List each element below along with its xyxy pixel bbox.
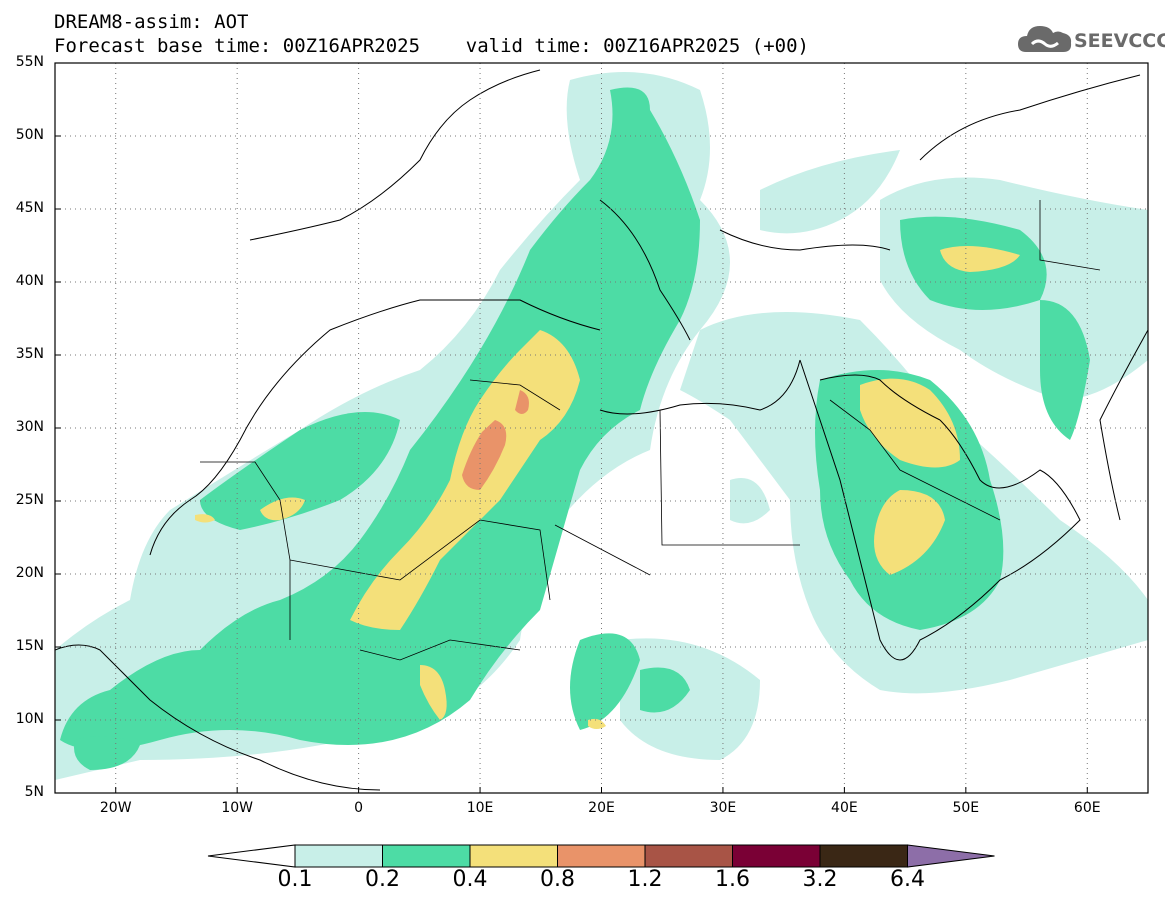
colorbar-label: 0.4 — [452, 867, 488, 892]
lon-label: 60E — [1073, 800, 1101, 816]
borders — [200, 200, 1101, 661]
colorbar-segment — [557, 844, 646, 868]
lat-label: 55N — [15, 54, 44, 70]
colorbar-under-triangle — [207, 844, 296, 868]
lon-label: 10W — [221, 800, 253, 816]
map-subtitle: Forecast base time: 00Z16APR2025 valid t… — [54, 35, 809, 57]
lat-label: 45N — [15, 200, 44, 216]
colorbar-label: 1.2 — [627, 867, 663, 892]
lon-label: 10E — [466, 800, 494, 816]
colorbar-label: 1.6 — [715, 867, 750, 892]
logo-text: SEEVCCC — [1074, 30, 1165, 52]
colorbar-segment — [382, 844, 471, 868]
lon-label: 40E — [831, 800, 858, 816]
map-grid — [55, 63, 1148, 793]
aot-contours — [55, 72, 1148, 780]
lat-label: 50N — [15, 127, 44, 143]
lon-label: 0 — [354, 800, 364, 816]
colorbar-segment — [644, 844, 733, 868]
colorbar-segment — [732, 844, 821, 868]
colorbar-label: 6.4 — [890, 867, 925, 892]
map-ticks — [55, 62, 1088, 794]
lat-label: 35N — [15, 346, 44, 362]
lat-label: 30N — [15, 419, 44, 435]
lon-label: 20E — [588, 800, 615, 816]
colorbar-label: 0.8 — [540, 867, 575, 892]
aot-colorbar — [207, 844, 995, 868]
lon-label: 50E — [952, 800, 980, 816]
lat-label: 40N — [15, 273, 44, 289]
colorbar-over-triangle — [907, 844, 995, 868]
lat-label: 20N — [15, 565, 44, 581]
colorbar-label: 0.2 — [365, 867, 400, 892]
colorbar-label: 3.2 — [802, 867, 838, 892]
colorbar-label: 0.1 — [277, 867, 313, 892]
seevccc-logo: SEEVCCC — [1018, 22, 1165, 58]
colorbar-segment — [294, 844, 383, 868]
lon-label: 20W — [99, 800, 132, 816]
lon-label: 30E — [709, 800, 737, 816]
colorbar-segment — [469, 844, 558, 868]
map-title: DREAM8-assim: AOT — [54, 11, 249, 33]
lat-label: 25N — [15, 492, 44, 508]
lat-label: 10N — [15, 711, 44, 727]
lat-label: 5N — [24, 784, 44, 800]
colorbar-segment — [819, 844, 908, 868]
cloud-icon — [1018, 26, 1072, 52]
lat-label: 15N — [15, 638, 44, 654]
aot-level-0.8 — [462, 390, 529, 490]
